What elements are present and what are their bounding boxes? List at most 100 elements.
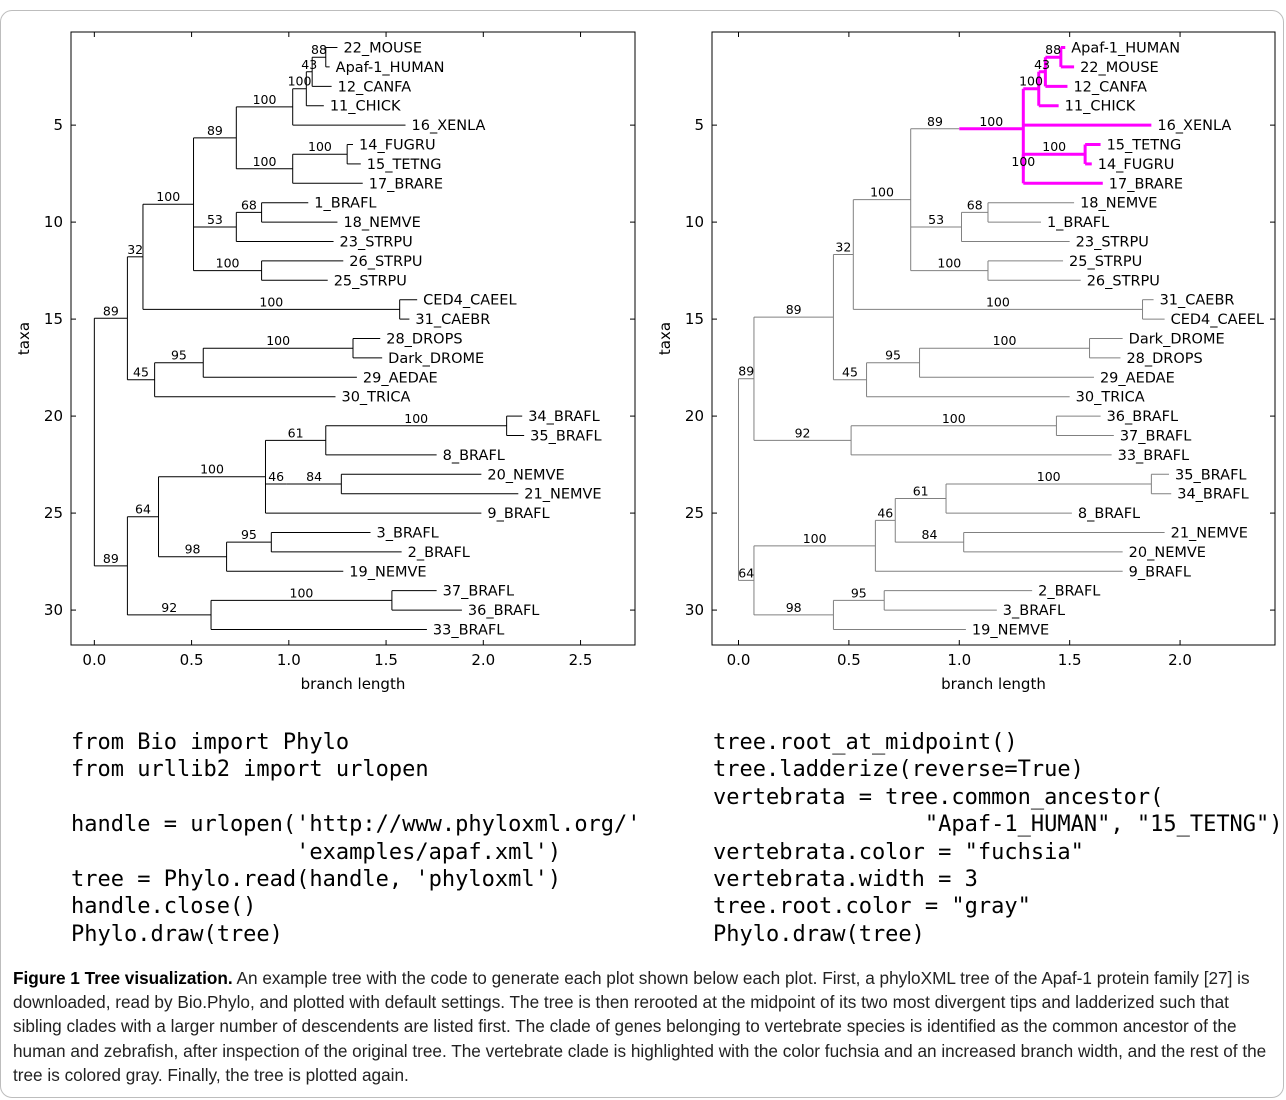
- figure-title: Tree visualization.: [84, 968, 233, 988]
- confidence-label: 61: [913, 484, 929, 499]
- taxon-label: 35_BRAFL: [1175, 467, 1246, 483]
- code-block-left: from Bio import Phylo from urllib2 impor…: [71, 729, 641, 948]
- confidence-label: 100: [253, 154, 277, 169]
- confidence-label: 100: [870, 185, 894, 200]
- y-tick-label: 5: [694, 116, 704, 134]
- confidence-label: 98: [185, 542, 201, 557]
- y-tick-label: 20: [44, 407, 63, 425]
- taxon-label: 19_NEMVE: [349, 564, 426, 580]
- code-line: from urllib2 import urlopen: [71, 757, 429, 783]
- taxon-label: 1_BRAFL: [1047, 215, 1109, 231]
- taxon-label: 16_XENLA: [1157, 118, 1231, 134]
- taxon-label: 25_STRPU: [1069, 254, 1142, 270]
- confidence-label: 100: [288, 74, 312, 89]
- confidence-label: 100: [1042, 139, 1066, 154]
- taxon-label: 30_TRICA: [341, 390, 410, 406]
- confidence-label: 100: [979, 114, 1003, 129]
- y-tick-label: 15: [44, 310, 63, 328]
- confidence-label: 100: [308, 139, 332, 154]
- confidence-label: 100: [259, 294, 283, 309]
- confidence-label: 100: [253, 92, 277, 107]
- code-line: handle = urlopen('http://www.phyloxml.or…: [71, 812, 641, 838]
- taxon-label: 8_BRAFL: [443, 448, 505, 464]
- confidence-label: 100: [942, 411, 966, 426]
- code-line: vertebrata.color = "fuchsia": [713, 839, 1084, 865]
- taxon-label: 12_CANFA: [338, 79, 412, 95]
- y-tick-label: 30: [685, 601, 704, 619]
- taxon-label: 33_BRAFL: [1118, 448, 1189, 464]
- confidence-label: 61: [288, 425, 304, 440]
- x-tick-label: 0.5: [837, 651, 861, 669]
- confidence-label: 64: [738, 565, 754, 580]
- taxon-label: 8_BRAFL: [1078, 506, 1140, 522]
- confidence-label: 88: [1045, 42, 1061, 57]
- plot-frame: [711, 31, 1276, 646]
- confidence-label: 89: [103, 551, 119, 566]
- taxon-label: 36_BRAFL: [468, 603, 539, 619]
- taxon-label: 9_BRAFL: [1129, 564, 1191, 580]
- taxon-label: 25_STRPU: [334, 273, 407, 289]
- taxon-label: 11_CHICK: [1065, 99, 1136, 115]
- code-line: handle.close(): [71, 894, 257, 920]
- x-tick-label: 2.0: [1168, 651, 1192, 669]
- code-line: Phylo.draw(tree): [713, 921, 925, 947]
- confidence-label: 100: [1011, 154, 1035, 169]
- confidence-label: 100: [986, 294, 1010, 309]
- confidence-label: 95: [241, 527, 257, 542]
- taxon-label: 18_NEMVE: [343, 215, 420, 231]
- taxon-label: 1_BRAFL: [314, 196, 376, 212]
- confidence-label: 98: [786, 600, 802, 615]
- taxon-label: 22_MOUSE: [343, 41, 422, 57]
- x-axis-label: branch length: [941, 675, 1046, 693]
- confidence-label: 100: [404, 411, 428, 426]
- x-tick-label: 1.5: [1058, 651, 1082, 669]
- taxon-label: 35_BRAFL: [530, 428, 601, 444]
- taxon-label: 29_AEDAE: [1100, 370, 1175, 386]
- x-tick-label: 2.0: [471, 651, 495, 669]
- taxon-label: 26_STRPU: [349, 254, 422, 270]
- confidence-label: 89: [927, 114, 943, 129]
- confidence-label: 100: [156, 189, 180, 204]
- code-line: vertebrata.width = 3: [713, 867, 978, 893]
- confidence-label: 100: [200, 462, 224, 477]
- y-tick-label: 25: [685, 504, 704, 522]
- confidence-label: 53: [207, 212, 223, 227]
- confidence-label: 45: [842, 365, 858, 380]
- axis-ticks: 0.0 0.5 1.0 1.5 2.0 5 10 15 20 25 30: [685, 32, 1275, 669]
- confidence-label: 64: [135, 502, 151, 517]
- y-tick-label: 10: [44, 213, 63, 231]
- y-tick-label: 15: [685, 310, 704, 328]
- taxon-label: Dark_DROME: [388, 351, 484, 367]
- x-tick-label: 1.0: [947, 651, 971, 669]
- confidence-label: 95: [851, 585, 867, 600]
- taxon-label: 23_STRPU: [1076, 235, 1149, 251]
- confidence-label: 100: [1037, 469, 1061, 484]
- taxon-label: 36_BRAFL: [1107, 409, 1178, 425]
- taxon-label: 20_NEMVE: [1129, 545, 1206, 561]
- x-tick-label: 2.5: [569, 651, 593, 669]
- taxon-label: 2_BRAFL: [1038, 584, 1100, 600]
- confidence-label: 89: [103, 303, 119, 318]
- taxon-label: CED4_CAEEL: [1171, 312, 1264, 328]
- axis-ticks: 0.0 0.5 1.0 1.5 2.0 2.5 5 10 15 20 25 30: [44, 32, 635, 669]
- confidence-label: 88: [311, 42, 327, 57]
- taxon-label: 17_BRARE: [1109, 176, 1183, 192]
- taxon-label: 21_NEMVE: [1171, 525, 1248, 541]
- confidence-label: 84: [306, 469, 322, 484]
- taxon-label: CED4_CAEEL: [423, 293, 516, 309]
- confidence-label: 100: [266, 333, 290, 348]
- code-line: vertebrata = tree.common_ancestor(: [713, 784, 1164, 810]
- taxon-label: 15_TETNG: [1107, 138, 1182, 154]
- code-line: tree.root_at_midpoint(): [713, 730, 1018, 755]
- confidence-label: 89: [786, 302, 802, 317]
- taxon-label: 19_NEMVE: [972, 622, 1049, 638]
- taxon-label: 22_MOUSE: [1080, 60, 1159, 76]
- y-tick-label: 5: [53, 116, 63, 134]
- taxon-label: 14_FUGRU: [359, 138, 436, 154]
- code-line: from Bio import Phylo: [71, 730, 350, 755]
- confidence-label: 84: [922, 527, 938, 542]
- y-axis-label: taxa: [15, 322, 33, 355]
- confidence-label: 43: [1034, 57, 1050, 72]
